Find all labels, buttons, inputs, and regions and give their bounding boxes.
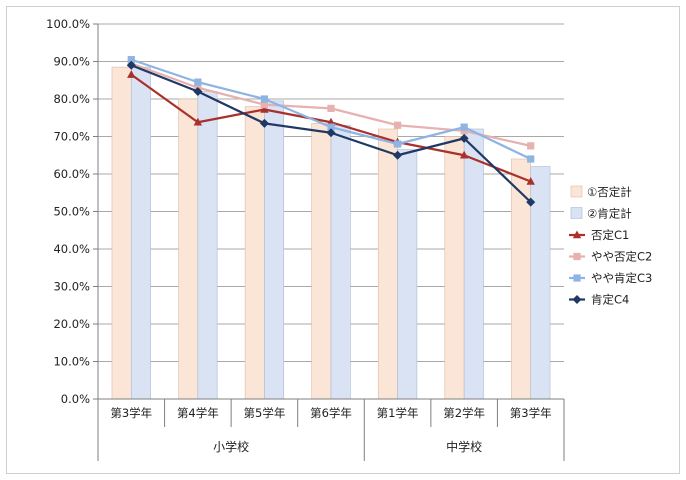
category-label: 第4学年 [177,406,219,420]
data-point [260,95,269,103]
legend-swatch [570,207,583,219]
y-tick-label: 0.0% [61,392,90,406]
category-label: 第3学年 [110,406,152,420]
bar [311,123,332,400]
data-point [460,123,468,131]
data-point [327,123,335,131]
data-point [326,128,336,138]
bar [463,128,484,400]
chart-svg: 0.0% 10.0% 20.0% 30.0% 40.0% 50.0% 60.0% 70.0% 8… [46,17,652,461]
legend-label: ①否定計 [587,185,632,199]
data-point [572,295,582,304]
bar [377,128,398,400]
bar [444,136,465,400]
bar [264,100,285,400]
y-tick-label: 10.0% [53,355,90,369]
data-point [259,118,269,128]
bar [511,158,532,400]
category-label: 第3学年 [510,406,552,420]
data-point [393,121,402,129]
group-label: 小学校 [213,439,249,454]
data-point [327,104,335,112]
y-axis: 0.0% 10.0% 20.0% 30.0% 40.0% 50.0% 60.0% 70.0% 8… [46,17,99,406]
data-point [526,177,535,185]
y-tick-label: 30.0% [53,280,90,294]
bar [397,149,418,400]
y-tick-label: 20.0% [53,317,90,331]
data-point [459,150,469,159]
data-point [573,274,581,282]
data-point [260,105,269,113]
legend-label: 否定C1 [591,228,629,242]
group-label: 中学校 [446,439,482,454]
category-label: 第5学年 [244,406,286,420]
data-point [393,150,403,160]
data-point [127,56,135,64]
y-tick-label: 70.0% [53,130,90,144]
bar [111,66,132,400]
data-point [527,155,535,163]
y-tick-label: 50.0% [53,205,90,219]
data-point [572,230,582,239]
legend-swatch [570,185,583,198]
data-point [393,140,402,148]
category-label: 第1学年 [377,406,419,420]
category-label: 第2学年 [443,406,485,420]
data-point [127,70,136,78]
y-tick-label: 40.0% [53,242,90,256]
data-point [459,133,469,143]
data-point [194,78,202,86]
bar [197,91,218,400]
y-tick-label: 60.0% [53,167,90,181]
category-label: 第6学年 [310,406,352,420]
data-point [527,142,535,150]
y-tick-label: 80.0% [53,92,90,106]
data-point [526,197,536,207]
data-point [193,117,203,126]
data-point [573,252,581,261]
y-tick-label: 100.0% [46,17,90,31]
data-point [326,117,336,126]
legend-label: やや肯定C3 [591,271,652,285]
bars [111,66,551,400]
series-lines [126,56,536,207]
legend-label: ②肯定計 [587,207,632,221]
y-tick-label: 90.0% [53,55,90,69]
bar [130,66,151,400]
bar [330,124,351,400]
data-point [260,101,269,109]
data-point [193,87,203,96]
bar [178,98,199,400]
chart-frame: 0.0% 10.0% 20.0% 30.0% 40.0% 50.0% 60.0% 70.0% 8… [6,6,680,474]
legend-label: やや否定C2 [591,250,652,264]
legend-label: 肯定C4 [591,293,629,307]
data-point [460,127,468,135]
bar [244,106,265,400]
data-point [126,60,136,70]
